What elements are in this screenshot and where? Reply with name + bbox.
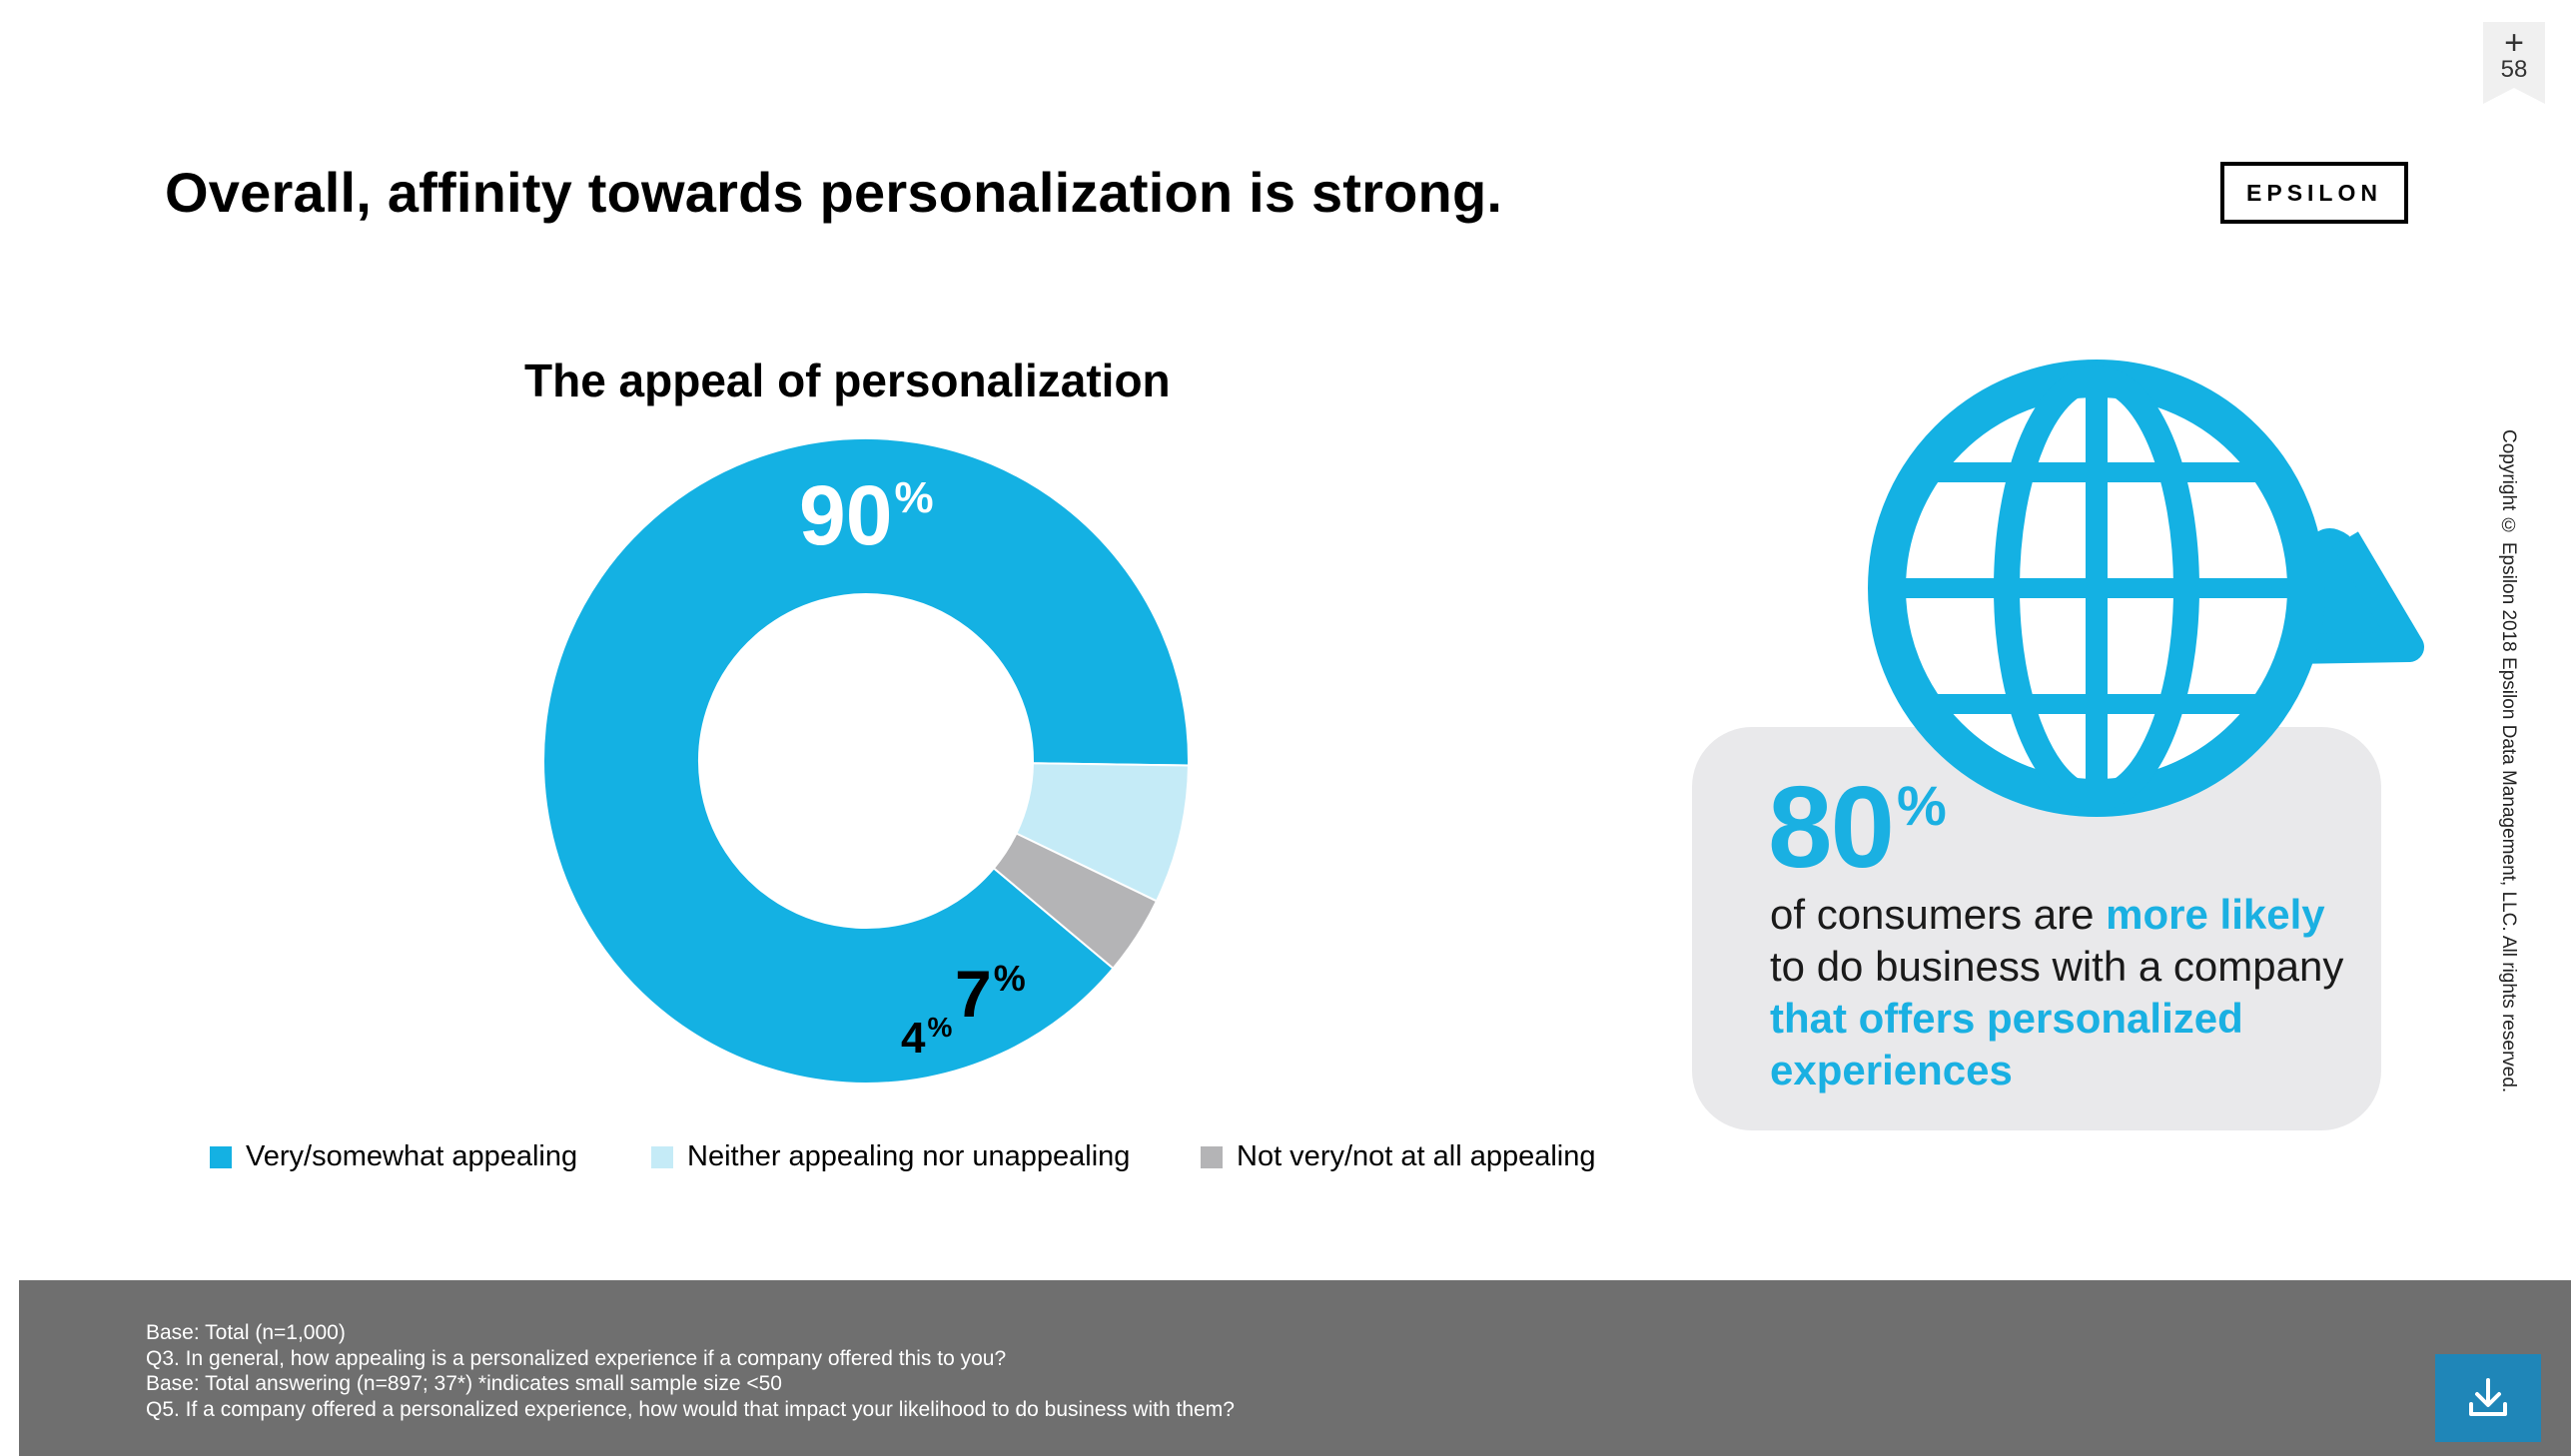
data-label-appealing: 90% (799, 468, 934, 562)
legend-label-neutral: Neither appealing nor unappealing (687, 1140, 1131, 1172)
footer-notes: Base: Total (n=1,000) Q3. In general, ho… (146, 1320, 1235, 1422)
bookmark-badge[interactable]: + 58 (2483, 22, 2545, 104)
stat-description: of consumers are more likely to do busin… (1770, 889, 2369, 1096)
legend-swatch-unappealing (1201, 1145, 1223, 1168)
legend-swatch-appealing (210, 1145, 232, 1168)
stat-highlight: more likely (2106, 891, 2325, 938)
data-label-unappealing: 4% (901, 1012, 952, 1063)
data-label-neutral: 7% (955, 957, 1026, 1031)
legend-label-appealing: Very/somewhat appealing (246, 1140, 578, 1172)
download-button[interactable] (2435, 1354, 2541, 1442)
bookmark-icon (2483, 22, 2545, 104)
legend-item-appealing: Very/somewhat appealing (210, 1140, 577, 1173)
legend-label-unappealing: Not very/not at all appealing (1237, 1140, 1596, 1172)
footer-note: Base: Total (n=1,000) (146, 1321, 346, 1344)
stat-number: 80% (1768, 769, 1947, 885)
footer-note: Q3. In general, how appealing is a perso… (146, 1346, 1007, 1370)
stat-text-part: of consumers are (1770, 891, 2107, 938)
legend-item-neutral: Neither appealing nor unappealing (651, 1140, 1130, 1173)
add-bookmark-icon[interactable]: + (2504, 24, 2524, 62)
footer-note: Q5. If a company offered a personalized … (146, 1397, 1235, 1421)
stat-unit: % (1897, 774, 1947, 837)
download-icon (2469, 1378, 2507, 1416)
legend-item-unappealing: Not very/not at all appealing (1201, 1140, 1596, 1173)
logo-text: EPSILON (2246, 179, 2382, 206)
legend-swatch-neutral (651, 1145, 673, 1168)
chart-title: The appeal of personalization (524, 355, 1171, 406)
stat-text-part: to do business with a company (1770, 943, 2344, 990)
page-number: 58 (2500, 56, 2528, 83)
donut-chart: 90% 7%4% (542, 437, 1190, 1085)
slide-title: Overall, affinity towards personalizatio… (165, 161, 1503, 224)
copyright-notice: Copyright © Epsilon 2018 Epsilon Data Ma… (2498, 429, 2519, 1093)
footer-bar (19, 1280, 2571, 1456)
epsilon-logo: EPSILON (2220, 162, 2408, 224)
donut-slice-appealing (542, 437, 1190, 1085)
stat-highlight: that offers personalized experiences (1770, 995, 2243, 1093)
stat-value: 80 (1768, 762, 1895, 892)
footer-note: Base: Total answering (n=897; 37*) *indi… (146, 1372, 782, 1395)
donut-slice-unappealing (992, 832, 1159, 971)
